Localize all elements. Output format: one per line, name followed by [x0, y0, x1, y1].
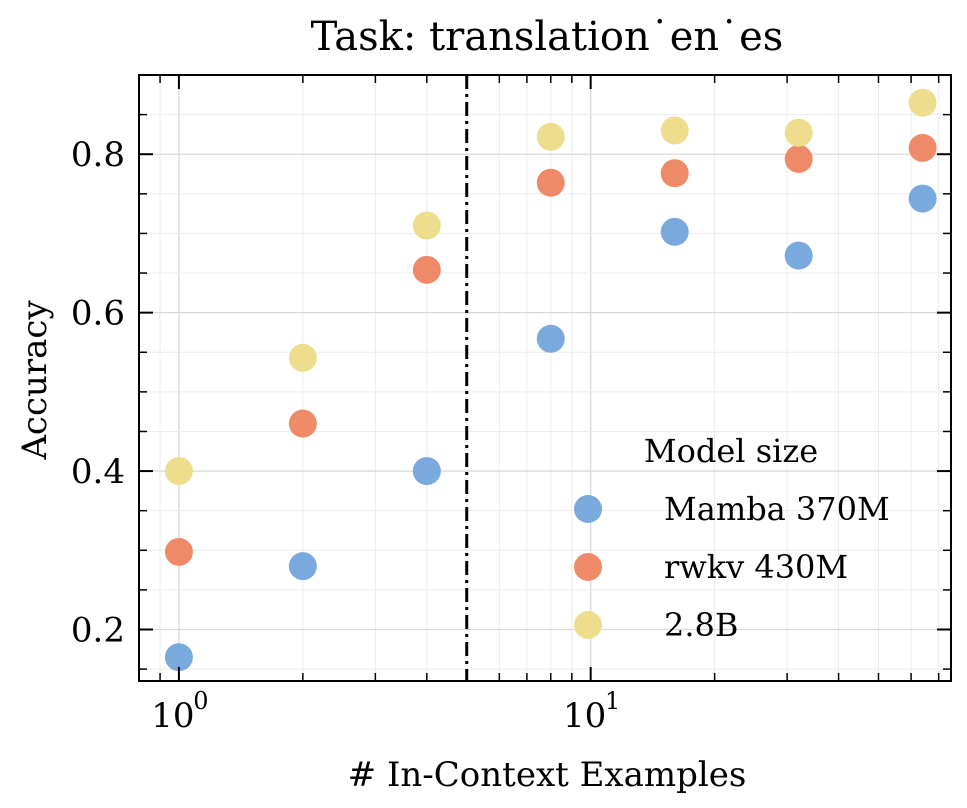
point-rwkv-430m — [288, 409, 317, 438]
legend-label: Mamba 370M — [664, 490, 890, 528]
point-2.8b — [412, 211, 441, 240]
point-2.8b — [288, 343, 317, 372]
y-tick-label: 0.6 — [71, 294, 125, 334]
point-rwkv-430m — [412, 255, 441, 284]
point-2.8b — [784, 118, 813, 147]
point-rwkv-430m — [784, 144, 813, 173]
point-rwkv-430m — [908, 133, 937, 162]
y-tick-label: 0.2 — [71, 611, 125, 651]
x-tick-exponent: 1 — [605, 687, 620, 715]
legend-label: rwkv 430M — [664, 548, 848, 586]
point-rwkv-430m — [536, 168, 565, 197]
legend-label: 2.8B — [664, 606, 738, 644]
x-axis-label: # In-Context Examples — [348, 755, 747, 795]
point-mamba-370m — [660, 217, 689, 246]
point-rwkv-430m — [164, 537, 193, 566]
legend: Model size Mamba 370M rwkv 430M 2.8B — [574, 432, 890, 644]
legend-title: Model size — [644, 432, 818, 470]
point-2.8b — [536, 122, 565, 151]
point-mamba-370m — [164, 643, 193, 672]
legend-marker — [574, 495, 602, 523]
point-2.8b — [908, 88, 937, 117]
ticks — [138, 74, 951, 681]
plot-frame — [138, 74, 952, 682]
x-tick-exponent: 0 — [193, 687, 208, 715]
legend-marker — [574, 553, 602, 581]
point-mamba-370m — [784, 241, 813, 270]
x-tick-label: 10 — [151, 696, 194, 736]
point-mamba-370m — [412, 457, 441, 486]
point-2.8b — [164, 457, 193, 486]
point-mamba-370m — [536, 324, 565, 353]
y-axis-label: Accuracy — [15, 300, 55, 461]
point-mamba-370m — [908, 184, 937, 213]
y-tick-label: 0.4 — [71, 452, 125, 492]
point-mamba-370m — [288, 552, 317, 581]
point-2.8b — [660, 116, 689, 145]
chart-title: Task: translation˙en˙es — [311, 14, 784, 60]
point-rwkv-430m — [660, 159, 689, 188]
legend-marker — [574, 611, 602, 639]
x-tick-label: 10 — [563, 696, 606, 736]
data-points — [164, 88, 937, 672]
grid — [138, 74, 951, 681]
y-tick-label: 0.8 — [71, 135, 125, 175]
